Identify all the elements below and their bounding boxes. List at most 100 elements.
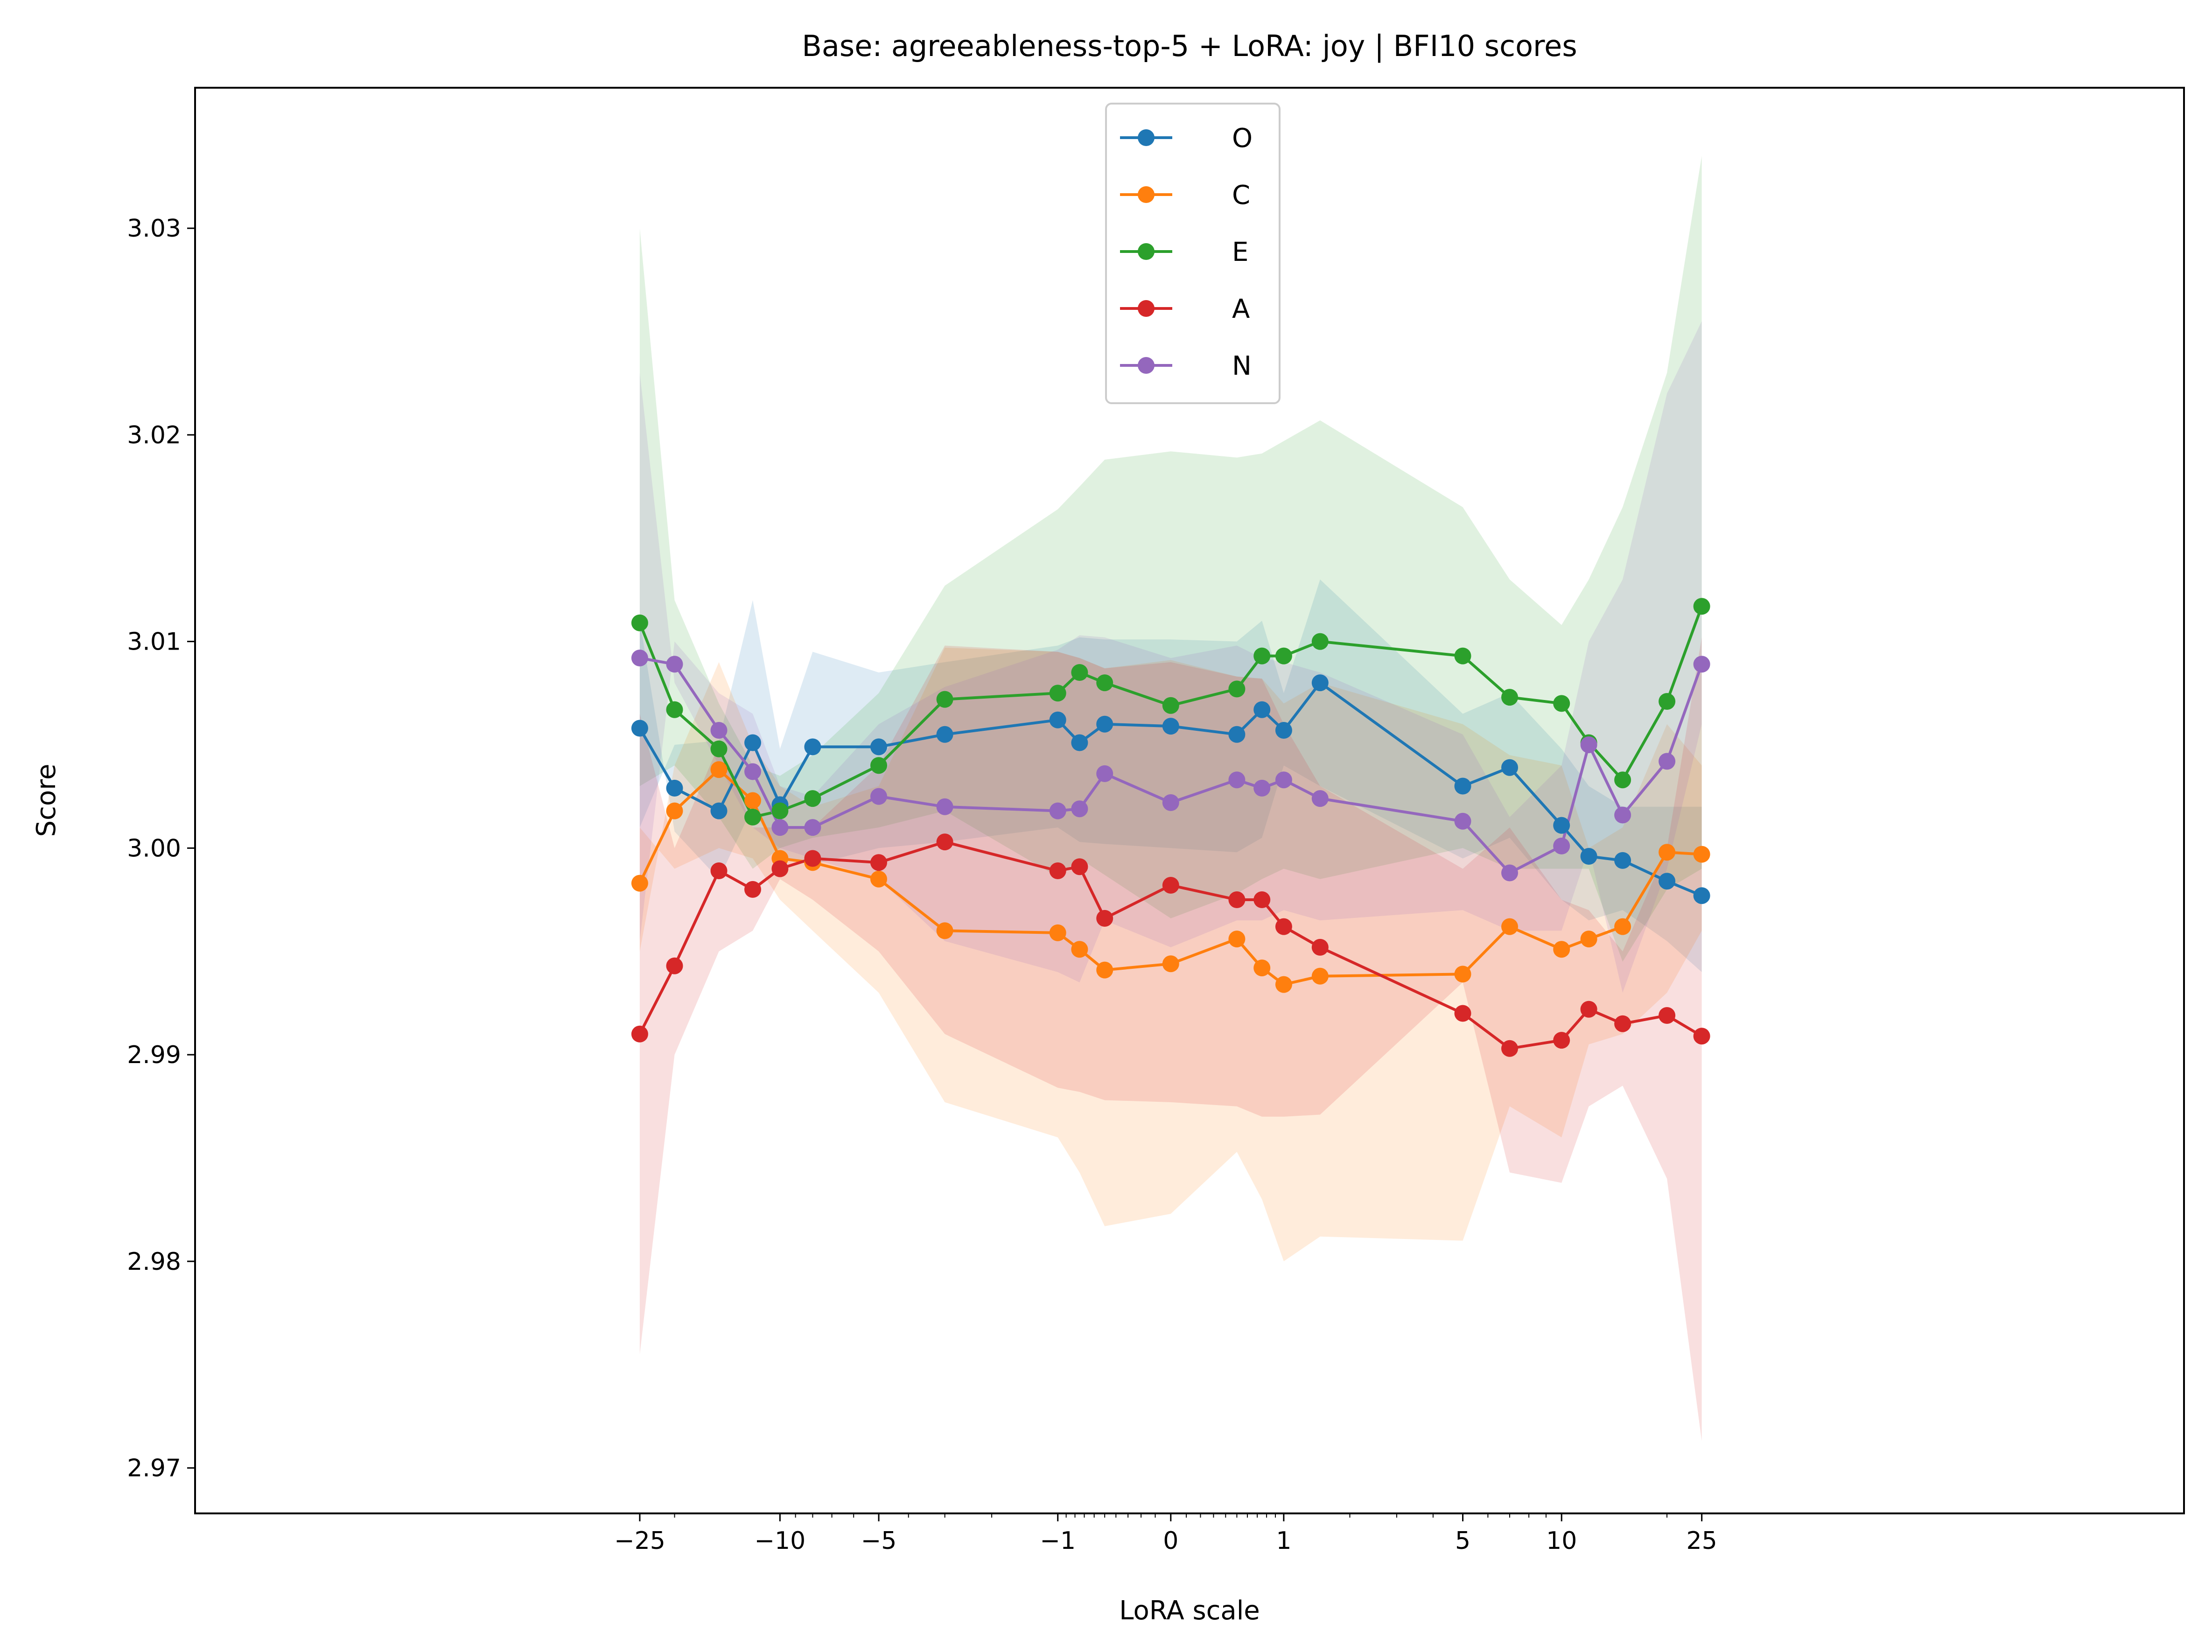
point-A-7 <box>936 833 953 851</box>
point-C-20 <box>1614 918 1631 935</box>
point-A-17 <box>1501 1040 1518 1057</box>
y-tick-label-3: 3.00 <box>127 834 181 862</box>
point-E-2 <box>710 740 728 757</box>
point-C-9 <box>1071 941 1088 958</box>
point-C-6 <box>870 870 887 888</box>
point-O-21 <box>1659 873 1676 890</box>
point-N-16 <box>1454 812 1471 830</box>
point-C-16 <box>1454 966 1471 983</box>
point-N-9 <box>1071 800 1088 818</box>
point-N-18 <box>1553 837 1570 854</box>
x-tick-label-7: 10 <box>1546 1527 1577 1555</box>
point-C-13 <box>1253 959 1271 977</box>
point-E-14 <box>1275 647 1292 665</box>
point-O-13 <box>1253 701 1271 718</box>
point-O-12 <box>1228 726 1246 743</box>
point-E-11 <box>1162 697 1179 714</box>
point-E-4 <box>771 802 789 819</box>
point-N-8 <box>1049 802 1066 819</box>
plot-frame <box>194 87 2185 1514</box>
point-N-1 <box>666 656 683 673</box>
point-C-0 <box>631 875 648 892</box>
point-E-8 <box>1049 685 1066 702</box>
point-C-11 <box>1162 955 1179 973</box>
point-A-13 <box>1253 891 1271 908</box>
point-N-17 <box>1501 864 1518 882</box>
point-O-14 <box>1275 722 1292 739</box>
point-C-18 <box>1553 941 1570 958</box>
legend-marker-O <box>1138 129 1155 146</box>
band-A <box>639 637 1702 1441</box>
point-O-15 <box>1311 674 1329 692</box>
point-O-11 <box>1162 718 1179 735</box>
point-O-3 <box>744 734 761 751</box>
y-tick-label-1: 2.98 <box>127 1248 181 1276</box>
point-N-13 <box>1253 779 1271 797</box>
point-O-2 <box>710 802 728 819</box>
point-C-17 <box>1501 918 1518 935</box>
point-A-22 <box>1693 1028 1710 1045</box>
point-O-6 <box>870 738 887 756</box>
point-E-17 <box>1501 689 1518 706</box>
band-N <box>639 321 1702 993</box>
point-O-18 <box>1553 817 1570 834</box>
point-A-6 <box>870 854 887 871</box>
x-axis-label: LoRA scale <box>1119 1596 1260 1626</box>
point-E-7 <box>936 691 953 708</box>
point-C-1 <box>666 802 683 819</box>
point-O-0 <box>631 720 648 737</box>
point-A-20 <box>1614 1015 1631 1032</box>
point-O-20 <box>1614 852 1631 869</box>
point-O-19 <box>1580 848 1597 865</box>
point-N-2 <box>710 722 728 739</box>
point-N-0 <box>631 650 648 666</box>
legend-label-O: O <box>1232 123 1253 154</box>
point-A-0 <box>631 1025 648 1043</box>
y-axis-ticks: 2.97 2.98 2.99 3.00 3.01 3.02 3.03 <box>127 215 195 1483</box>
legend-label-E: E <box>1232 237 1248 267</box>
y-tick-label-0: 2.97 <box>127 1455 181 1483</box>
legend-box <box>1105 103 1281 404</box>
point-N-20 <box>1614 806 1631 824</box>
point-O-9 <box>1071 734 1088 751</box>
point-C-8 <box>1049 924 1066 941</box>
point-O-8 <box>1049 711 1066 728</box>
point-N-4 <box>771 819 789 836</box>
point-C-7 <box>936 922 953 939</box>
legend-marker-A <box>1138 300 1155 317</box>
point-A-4 <box>771 860 789 877</box>
series-markers <box>631 598 1710 1057</box>
point-O-22 <box>1693 887 1710 904</box>
x-tick-label-8: 25 <box>1687 1527 1717 1555</box>
point-A-16 <box>1454 1005 1471 1022</box>
point-A-12 <box>1228 891 1246 908</box>
point-E-21 <box>1659 693 1676 710</box>
x-tick-label-4: 0 <box>1163 1527 1178 1555</box>
point-E-6 <box>870 757 887 774</box>
point-N-19 <box>1580 736 1597 753</box>
point-C-21 <box>1659 844 1676 861</box>
point-O-5 <box>804 738 821 756</box>
band-E <box>639 156 1702 962</box>
point-C-19 <box>1580 931 1597 948</box>
point-C-2 <box>710 761 728 778</box>
point-A-9 <box>1071 858 1088 875</box>
x-tick-label-1: −10 <box>754 1527 805 1555</box>
x-tick-label-0: −25 <box>614 1527 665 1555</box>
point-N-7 <box>936 798 953 815</box>
point-A-3 <box>744 881 761 898</box>
point-E-9 <box>1071 664 1088 681</box>
point-A-18 <box>1553 1032 1570 1049</box>
legend-marker-E <box>1138 243 1155 260</box>
point-E-16 <box>1454 647 1471 665</box>
point-A-14 <box>1275 918 1292 935</box>
point-E-13 <box>1253 647 1271 665</box>
point-A-11 <box>1162 877 1179 894</box>
point-E-18 <box>1553 695 1570 712</box>
point-A-15 <box>1311 938 1329 956</box>
point-C-3 <box>744 792 761 809</box>
x-tick-label-5: 1 <box>1276 1527 1291 1555</box>
point-O-16 <box>1454 777 1471 795</box>
